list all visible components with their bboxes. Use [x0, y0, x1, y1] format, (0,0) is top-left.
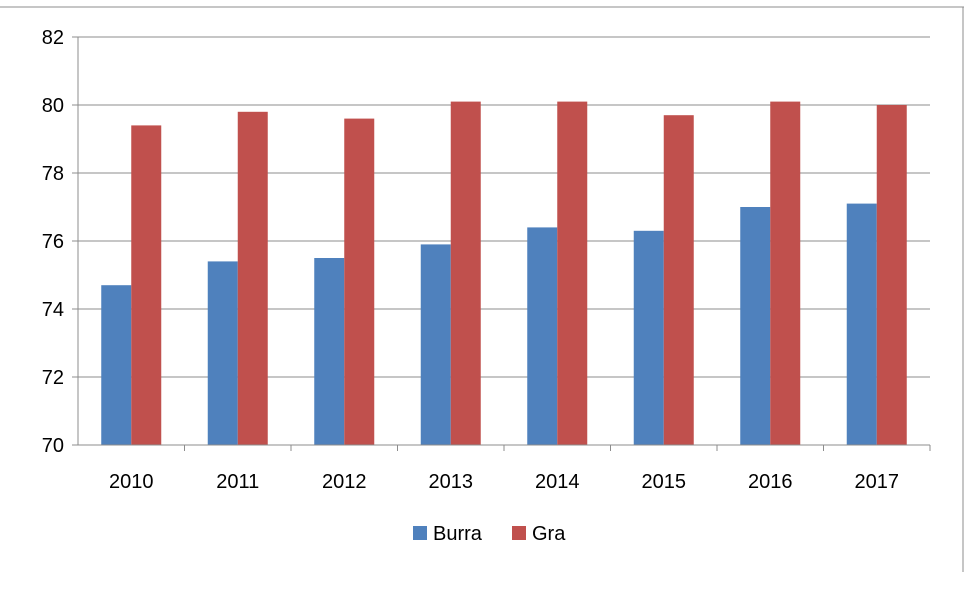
bar-gra-2014 — [557, 101, 588, 445]
gridlines — [78, 36, 930, 446]
bar-burra-2012 — [314, 258, 345, 445]
x-tick-label: 2010 — [109, 471, 154, 493]
y-tick-label: 76 — [42, 231, 64, 253]
bar-burra-2013 — [420, 244, 451, 445]
x-tick-label: 2014 — [535, 471, 580, 493]
bar-burra-2017 — [846, 203, 877, 445]
bar-burra-2014 — [527, 227, 558, 445]
bar-gra-2015 — [663, 115, 694, 445]
bar-burra-2016 — [740, 207, 771, 445]
legend-label-gra: Gra — [532, 523, 566, 545]
y-tick-label: 72 — [42, 367, 64, 389]
bar-gra-2017 — [876, 105, 907, 445]
bar-gra-2016 — [770, 101, 801, 445]
bar-burra-2010 — [101, 285, 132, 445]
x-tick-label: 2013 — [429, 471, 474, 493]
x-tick-label: 2017 — [855, 471, 900, 493]
legend-swatch-burra — [413, 526, 427, 540]
bar-gra-2010 — [131, 125, 162, 446]
tick-labels: 70 72 74 76 78 80 82 2010 2011 2012 2013 2014 2015 20… — [42, 27, 899, 493]
legend-swatch-gra — [512, 526, 526, 540]
x-tick-label: 2016 — [748, 471, 793, 493]
x-tick-label: 2011 — [216, 471, 259, 493]
legend: Burra Gra — [413, 523, 566, 545]
bar-burra-2011 — [207, 261, 238, 445]
bar-gra-2013 — [450, 101, 481, 445]
axes — [72, 36, 931, 451]
y-tick-label: 80 — [42, 95, 64, 117]
y-tick-label: 78 — [42, 163, 64, 185]
bar-gra-2012 — [344, 118, 375, 445]
y-tick-label: 70 — [42, 435, 64, 457]
bar-burra-2015 — [633, 230, 664, 445]
x-tick-label: 2012 — [322, 471, 367, 493]
bars — [101, 101, 907, 446]
y-tick-label: 82 — [42, 27, 64, 49]
y-tick-label: 74 — [42, 299, 64, 321]
legend-label-burra: Burra — [433, 523, 483, 545]
x-tick-label: 2015 — [642, 471, 687, 493]
bar-gra-2011 — [237, 111, 268, 446]
